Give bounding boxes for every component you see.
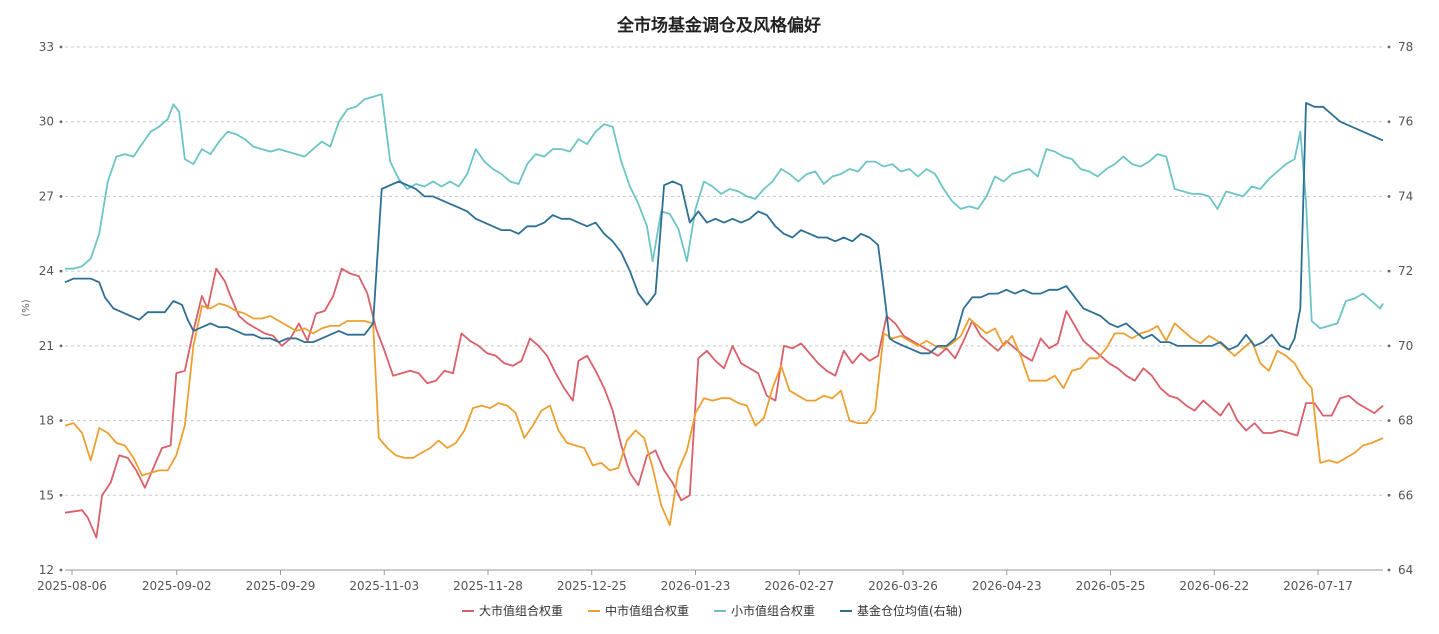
x-tick-label: 2025-12-25: [557, 579, 627, 593]
y-tick-label-right: 78: [1398, 40, 1413, 54]
y-tick-mark-right: [1387, 195, 1391, 198]
y-axis-unit: (%): [21, 299, 32, 316]
y-tick-mark-right: [1387, 45, 1391, 49]
y-tick-label-right: 76: [1398, 115, 1413, 129]
series-line-1: [64, 267, 1384, 539]
x-tick-label: 2026-06-22: [1179, 579, 1249, 593]
x-tick-label: 2026-07-17: [1283, 579, 1353, 593]
y-tick-label-left: 18: [39, 414, 54, 428]
y-tick-mark-right: [1387, 568, 1391, 572]
legend-label: 小市值组合权重: [731, 603, 815, 618]
legend-label: 中市值组合权重: [605, 603, 689, 618]
y-tick-mark-left: [59, 45, 63, 49]
chart-title: 全市场基金调仓及风格偏好: [616, 15, 821, 36]
x-tick-label: 2025-11-03: [349, 579, 419, 593]
y-tick-mark-left: [59, 344, 63, 348]
y-tick-mark-right: [1387, 493, 1391, 497]
y-tick-mark-right: [1387, 419, 1391, 422]
y-tick-mark-left: [59, 120, 63, 124]
y-tick-label-left: 15: [39, 488, 54, 502]
y-tick-label-right: 68: [1398, 414, 1413, 428]
y-tick-label-left: 33: [39, 40, 54, 54]
series-line-2: [64, 302, 1384, 527]
y-tick-mark-right: [1387, 269, 1391, 273]
series-lines: [64, 93, 1384, 539]
x-tick-label: 2025-09-02: [142, 579, 212, 593]
x-tick-label: 2026-01-23: [661, 579, 731, 593]
y-tick-mark-right: [1387, 344, 1391, 348]
x-tick-label: 2025-09-29: [246, 579, 316, 593]
y-tick-label-left: 30: [39, 115, 54, 129]
legend: 大市值组合权重 中市值组合权重 小市值组合权重 基金仓位均值(右轴): [462, 603, 962, 618]
y-axis-left: 12 15 18 21 24 27 30 33: [39, 40, 63, 577]
y-tick-mark-left: [59, 568, 63, 572]
y-tick-label-left: 21: [39, 339, 54, 353]
y-tick-mark-left: [59, 195, 63, 198]
y-tick-label-right: 66: [1398, 488, 1413, 502]
y-tick-label-left: 27: [39, 189, 54, 203]
y-tick-label-right: 72: [1398, 264, 1413, 278]
y-tick-label-left: 24: [39, 264, 54, 278]
x-tick-label: 2026-05-25: [1076, 579, 1146, 593]
x-axis: 2025-08-06 2025-09-02 2025-09-29 2025-11-03…: [37, 569, 1383, 593]
y-tick-mark-right: [1387, 120, 1391, 124]
x-tick-label: 2025-11-28: [453, 579, 523, 593]
y-tick-label-right: 74: [1398, 189, 1413, 203]
series-line-4: [64, 102, 1384, 355]
x-tick-label: 2026-03-26: [868, 579, 938, 593]
y-tick-mark-left: [59, 419, 63, 422]
y-tick-label-left: 12: [39, 563, 54, 577]
y-tick-label-right: 64: [1398, 563, 1413, 577]
y-tick-label-right: 70: [1398, 339, 1413, 353]
series-line-3: [65, 93, 1384, 330]
legend-label: 大市值组合权重: [479, 603, 563, 618]
x-tick-label: 2026-04-23: [972, 579, 1042, 593]
x-tick-label: 2026-02-27: [764, 579, 834, 593]
y-tick-mark-left: [59, 269, 63, 273]
y-axis-right: 64 66 68 70 72 74 76 78: [1387, 40, 1413, 577]
x-tick-label: 2025-08-06: [37, 579, 107, 593]
y-tick-mark-left: [59, 493, 63, 497]
legend-label: 基金仓位均值(右轴): [857, 603, 962, 618]
grid-lines: [65, 46, 1383, 571]
